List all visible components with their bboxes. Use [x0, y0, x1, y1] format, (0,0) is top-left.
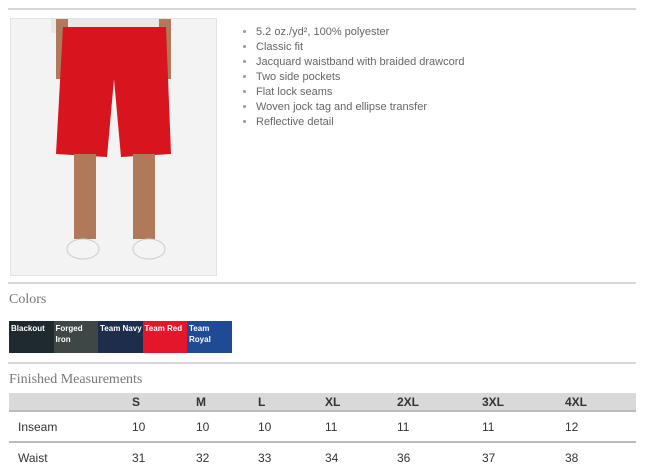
- divider: [8, 362, 636, 364]
- column-header: S: [132, 393, 196, 412]
- column-header: L: [258, 393, 325, 412]
- measurements-table: S M L XL 2XL 3XL 4XL Inseam 10 10 10 11 11 11 12 Waist…: [9, 393, 636, 472]
- divider: [8, 282, 636, 284]
- color-swatch[interactable]: Blackout: [9, 321, 54, 353]
- column-header: [9, 393, 132, 412]
- table-cell: Inseam: [9, 411, 132, 443]
- table-cell: 36: [397, 450, 411, 465]
- measurements-heading: Finished Measurements: [9, 372, 143, 387]
- feature-list: 5.2 oz./yd², 100% polyester Classic fit …: [232, 25, 465, 130]
- feature-item: Two side pockets: [256, 70, 465, 85]
- table-cell: 10: [196, 411, 258, 443]
- feature-item: Classic fit: [256, 40, 465, 55]
- color-swatch[interactable]: Forged Iron: [53, 321, 99, 353]
- feature-item: Reflective detail: [256, 115, 465, 130]
- table-cell: Waist: [18, 450, 48, 465]
- table-cell: 10: [132, 411, 196, 443]
- table-cell: 38: [565, 450, 579, 465]
- column-header: 4XL: [565, 393, 636, 412]
- column-header: 2XL: [397, 393, 482, 412]
- table-cell: 11: [325, 411, 397, 443]
- color-swatch[interactable]: Team Royal: [187, 321, 232, 353]
- colors-heading: Colors: [9, 292, 47, 307]
- table-cell: 37: [482, 450, 496, 465]
- column-header: M: [196, 393, 258, 412]
- table-cell: 31: [132, 450, 146, 465]
- divider: [8, 8, 636, 10]
- color-swatch[interactable]: Team Navy: [98, 321, 143, 353]
- table-cell: 33: [258, 450, 272, 465]
- table-cell: 11: [397, 411, 482, 443]
- color-swatch[interactable]: Team Red: [142, 321, 188, 353]
- table-cell: 10: [258, 411, 325, 443]
- feature-item: 5.2 oz./yd², 100% polyester: [256, 25, 465, 40]
- product-image: [10, 18, 217, 276]
- table-cell: 34: [325, 450, 339, 465]
- column-header: XL: [325, 393, 397, 412]
- table-cell: 12: [565, 411, 636, 443]
- column-header: 3XL: [482, 393, 565, 412]
- feature-item: Flat lock seams: [256, 85, 465, 100]
- feature-item: Woven jock tag and ellipse transfer: [256, 100, 465, 115]
- table-row: Inseam 10 10 10 11 11 11 12: [9, 411, 636, 443]
- table-cell: 11: [482, 411, 565, 443]
- table-cell: 32: [196, 450, 210, 465]
- table-row: Waist 31 32 33 34 36 37 38: [9, 442, 636, 472]
- feature-item: Jacquard waistband with braided drawcord: [256, 55, 465, 70]
